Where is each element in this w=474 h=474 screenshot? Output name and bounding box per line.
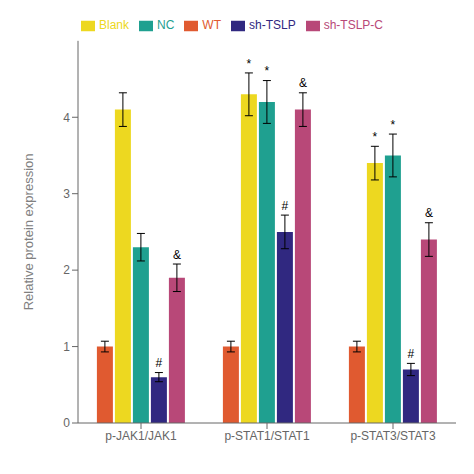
svg-text:#: #	[156, 356, 163, 370]
svg-text:p-STAT3/STAT3: p-STAT3/STAT3	[350, 429, 435, 443]
svg-text:p-JAK1/JAK1: p-JAK1/JAK1	[105, 429, 177, 443]
svg-text:#: #	[408, 347, 415, 361]
svg-text:*: *	[373, 130, 378, 144]
svg-text:2: 2	[63, 263, 70, 277]
svg-text:Relative protein expression: Relative protein expression	[21, 154, 36, 311]
html-text:sh-TSLP: sh-TSLP	[249, 18, 296, 32]
svg-text:*: *	[265, 64, 270, 78]
svg-text:*: *	[247, 57, 252, 71]
svg-text:&: &	[173, 248, 181, 262]
svg-text:#: #	[282, 199, 289, 213]
svg-text:4: 4	[63, 111, 70, 125]
svg-text:3: 3	[63, 187, 70, 201]
html-text:Blank: Blank	[99, 18, 129, 32]
html-text:sh-TSLP-C: sh-TSLP-C	[323, 18, 383, 32]
svg-text:p-STAT1/STAT1: p-STAT1/STAT1	[224, 429, 309, 443]
svg-text:1: 1	[63, 340, 70, 354]
svg-text:0: 0	[63, 416, 70, 430]
html-text:WT: WT	[202, 18, 221, 32]
html-text:NC: NC	[157, 18, 175, 32]
svg-text:*: *	[391, 118, 396, 132]
svg-text:&: &	[425, 206, 433, 220]
svg-text:&: &	[299, 76, 307, 90]
